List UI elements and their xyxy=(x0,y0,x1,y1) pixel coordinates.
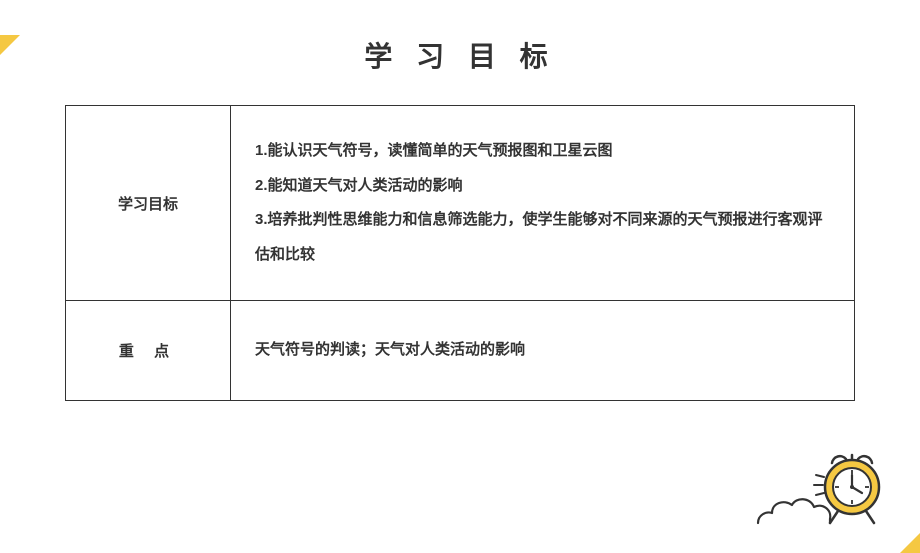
objectives-table: 学习目标 1.能认识天气符号，读懂简单的天气预报图和卫星云图 2.能知道天气对人… xyxy=(65,105,855,401)
row-label-objectives: 学习目标 xyxy=(66,106,231,301)
objective-line: 3.培养批判性思维能力和信息筛选能力，使学生能够对不同来源的天气预报进行客观评估… xyxy=(255,203,830,272)
row-content-keypoint: 天气符号的判读；天气对人类活动的影响 xyxy=(231,301,855,401)
row-label-keypoint: 重 点 xyxy=(66,301,231,401)
corner-accent-top-left xyxy=(0,35,20,55)
objective-line: 1.能认识天气符号，读懂简单的天气预报图和卫星云图 xyxy=(255,134,830,169)
keypoint-label-text: 重 点 xyxy=(119,343,177,360)
table-row: 重 点 天气符号的判读；天气对人类活动的影响 xyxy=(66,301,855,401)
clock-cloud-decoration xyxy=(750,445,890,535)
objective-line: 2.能知道天气对人类活动的影响 xyxy=(255,169,830,204)
row-content-objectives: 1.能认识天气符号，读懂简单的天气预报图和卫星云图 2.能知道天气对人类活动的影… xyxy=(231,106,855,301)
page-title: 学 习 目 标 xyxy=(0,35,920,75)
table-row: 学习目标 1.能认识天气符号，读懂简单的天气预报图和卫星云图 2.能知道天气对人… xyxy=(66,106,855,301)
corner-accent-bottom-right xyxy=(900,533,920,553)
clock-icon xyxy=(750,445,890,535)
objectives-table-wrap: 学习目标 1.能认识天气符号，读懂简单的天气预报图和卫星云图 2.能知道天气对人… xyxy=(65,105,855,401)
